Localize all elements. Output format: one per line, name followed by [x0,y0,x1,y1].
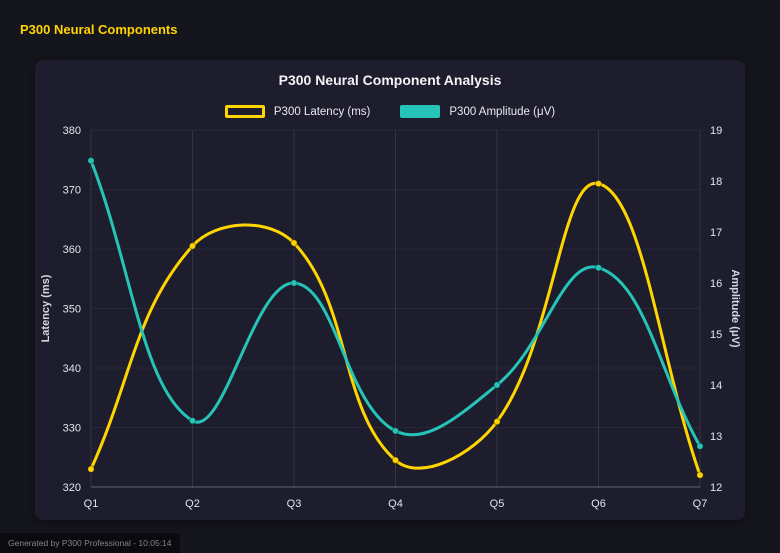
data-point[interactable] [290,239,298,247]
right-axis-tick-label: 12 [710,482,722,494]
x-axis-tick-label: Q1 [84,498,99,510]
data-point[interactable] [188,417,197,425]
left-axis-title: Latency (ms) [40,274,52,342]
data-point[interactable] [696,471,704,479]
data-point[interactable] [594,179,603,188]
x-axis-tick-label: Q3 [287,498,302,510]
page-title: P300 Neural Components [20,22,178,37]
x-axis-tick-label: Q5 [490,498,505,510]
right-axis-tick-label: 19 [710,125,722,137]
footer-text: Generated by P300 Professional - 10:05:1… [8,538,172,548]
x-axis-tick-label: Q4 [388,498,403,510]
x-axis-tick-label: Q6 [591,498,606,510]
legend-item-amplitude[interactable]: P300 Amplitude (μV) [400,105,555,118]
data-point[interactable] [594,264,603,272]
left-axis-tick-label: 340 [63,363,81,375]
legend-item-latency[interactable]: P300 Latency (ms) [224,105,371,118]
x-axis-tick-label: Q7 [693,498,708,510]
chart-canvas: 320 330 340 350 360 370 380 12 13 14 15 16 17 18 19 Q1 Q… [40,125,741,510]
left-axis-tick-label: 370 [63,185,81,197]
right-axis-tick-label: 14 [710,380,722,392]
right-axis-title: Amplitude (μV) [729,269,741,348]
data-point[interactable] [391,456,400,464]
data-point[interactable] [696,442,704,450]
legend-label-latency: P300 Latency (ms) [273,105,371,118]
data-point[interactable] [493,381,501,389]
left-axis-tick-label: 350 [63,304,81,316]
left-axis-tick-label: 330 [63,423,81,435]
chart-title: P300 Neural Component Analysis [278,72,502,88]
left-axis-tick-label: 380 [63,125,81,137]
chart-card: P300 Neural Component Analysis P300 Late… [35,60,745,520]
data-point[interactable] [493,417,501,426]
right-axis-tick-label: 17 [710,227,722,239]
data-point[interactable] [188,242,197,250]
x-axis-tick-label: Q2 [185,498,200,510]
right-axis-tick-label: 15 [710,329,722,341]
data-point[interactable] [391,427,400,435]
right-axis-tick-label: 13 [710,431,722,443]
chart-legend: P300 Latency (ms) P300 Amplitude (μV) [35,105,745,118]
right-axis-tick-label: 16 [710,278,722,290]
left-axis-tick-label: 360 [63,244,81,256]
data-point[interactable] [87,465,95,473]
data-point[interactable] [290,279,298,287]
amplitude-legend-swatch-icon [400,105,441,118]
legend-label-amplitude: P300 Amplitude (μV) [449,105,556,118]
right-axis-tick-label: 18 [710,176,722,188]
footer-bar: Generated by P300 Professional - 10:05:1… [0,533,180,553]
latency-legend-swatch-icon [224,105,265,118]
data-point[interactable] [87,156,95,165]
left-axis-tick-label: 320 [63,482,81,494]
